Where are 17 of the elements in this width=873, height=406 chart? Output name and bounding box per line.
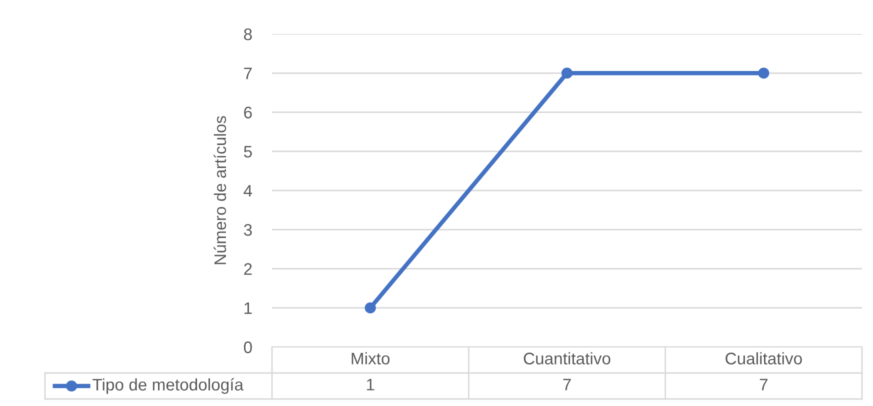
- y-tick-label: 3: [244, 224, 252, 236]
- y-tick-label: 6: [244, 106, 252, 118]
- data-label: 1: [366, 378, 374, 390]
- legend-label: Tipo de metodología: [92, 378, 244, 394]
- y-tick-label: 7: [244, 68, 252, 80]
- y-tick-label: 2: [244, 263, 252, 275]
- x-tick-label: Mixto: [352, 352, 390, 364]
- data-label: 7: [563, 378, 571, 390]
- data-label: 7: [760, 378, 768, 390]
- y-tick-label: 0: [244, 341, 252, 354]
- y-tick-label: 4: [244, 185, 252, 197]
- x-tick-label: Cualitativo: [726, 352, 802, 364]
- y-tick-label: 1: [244, 302, 252, 314]
- x-tick-label: Cuantitativo: [524, 352, 610, 364]
- y-axis-title: Número de artículos: [214, 116, 226, 264]
- y-tick-label: 8: [244, 28, 252, 40]
- y-tick-label: 5: [244, 146, 252, 158]
